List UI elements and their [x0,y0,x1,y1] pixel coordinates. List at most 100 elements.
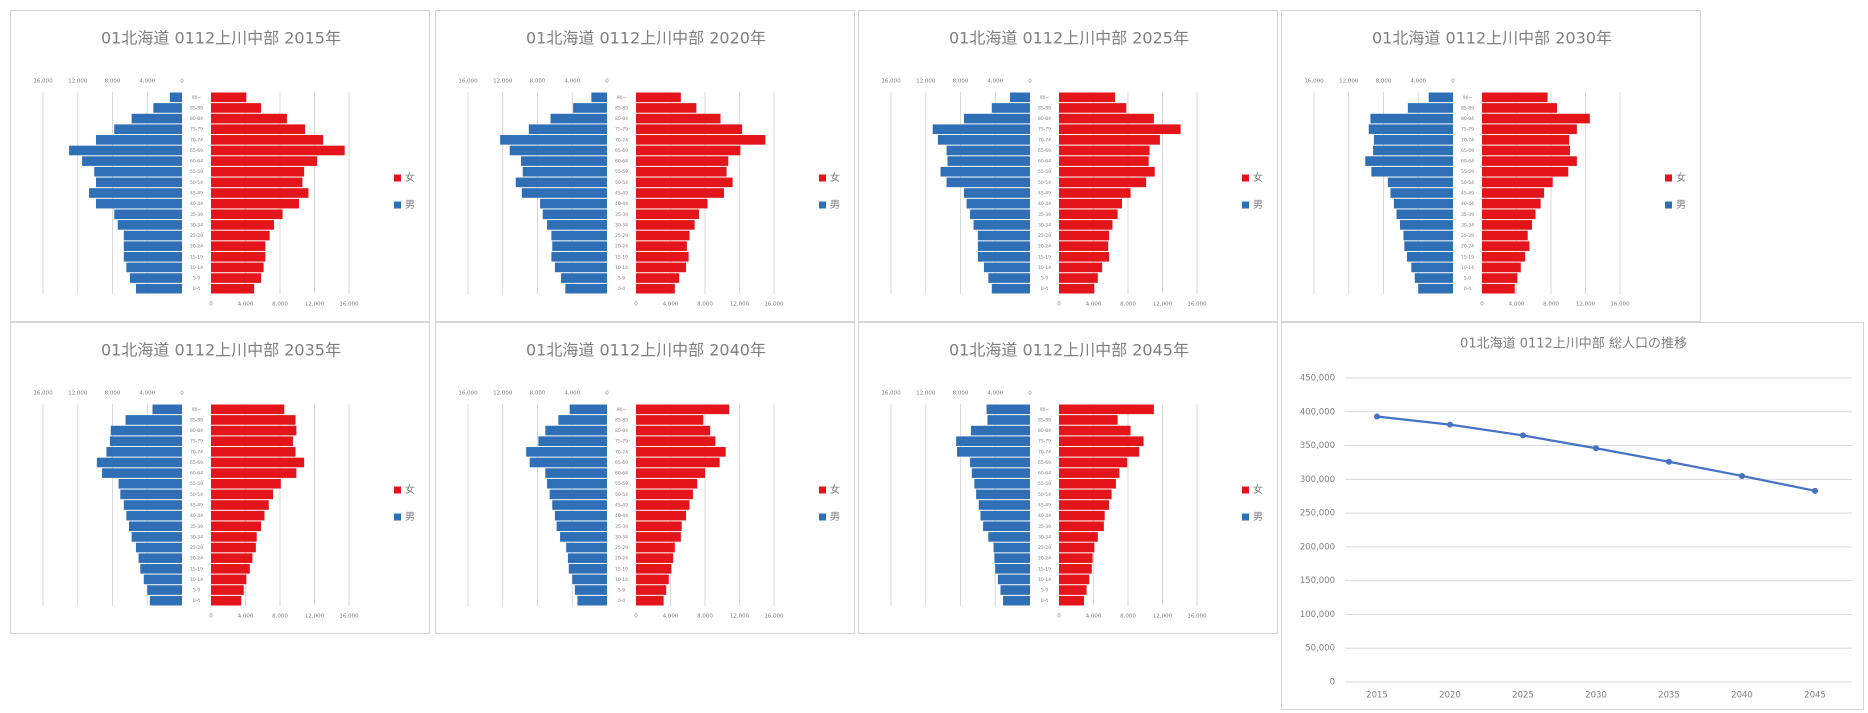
bar [211,124,306,135]
bar [636,510,687,521]
x-tick-label-top: 8,000 [530,79,546,85]
age-label: 70-74 [615,449,628,455]
bar [129,521,182,532]
age-label: 30-34 [1038,222,1051,228]
age-label: 45-49 [190,503,203,509]
bar [636,92,681,103]
age-label: 60-64 [615,159,628,165]
bar [1373,145,1453,156]
bar [991,283,1030,294]
legend-swatch [394,513,401,521]
bar [547,220,607,230]
bar [636,145,741,156]
age-label: 40-44 [615,513,628,519]
bar [140,563,182,574]
bar [1059,521,1104,532]
age-label: 50-54 [615,180,628,186]
x-tick-label-bottom: 16,000 [339,614,359,620]
bar [636,585,667,595]
bar [123,230,182,241]
x-tick-label-top: 0 [1028,79,1032,85]
bar [966,198,1030,209]
bar [1059,478,1116,489]
bar [1400,220,1453,230]
age-label: 40-44 [1038,513,1051,519]
bar [211,425,297,436]
legend-swatch [394,201,401,209]
bar [974,478,1030,489]
x-tick-label-bottom: 8,000 [272,614,288,620]
legend-label: 女 [405,171,415,184]
bar [956,436,1030,447]
age-label: 50-54 [190,492,203,498]
legend-label: 男 [1253,199,1263,211]
bar [636,251,689,262]
bar [169,92,182,103]
bar [636,468,705,478]
bar [636,532,681,542]
bar [528,124,607,135]
chart: 01北海道 0112上川中部 2015年 0 0 4,000 4,000 8,000 8,0… [33,29,415,308]
bar [1059,177,1147,188]
bar [554,510,607,521]
x-tick-label-bottom: 8,000 [1543,302,1559,308]
bar [980,510,1030,521]
bar [143,574,182,585]
bar [211,220,274,230]
legend-label: 女 [1253,171,1263,184]
x-tick-label-top: 16,000 [33,79,53,85]
age-label: 60-64 [190,159,203,165]
bar [636,209,699,220]
age-label: 75-79 [615,127,628,133]
bar [149,595,182,606]
bar [1059,135,1160,145]
bar [946,177,1030,188]
bar [550,113,607,124]
bar [988,532,1030,542]
bar [978,500,1030,510]
x-tick-label-top: 4,000 [987,391,1003,397]
bar [1390,188,1453,198]
x-tick-label-bottom: 8,000 [697,614,713,620]
bar [109,436,182,447]
x-tick-label-top: 12,000 [916,391,936,397]
bar [1482,198,1541,209]
bar [1059,404,1154,415]
x-tick-label-top: 4,000 [1410,79,1426,85]
age-label: 0-4 [1041,598,1048,604]
bar [211,273,262,283]
age-label: 40-44 [1461,201,1474,207]
bar [986,404,1030,415]
chart-panel: 01北海道 0112上川中部 2015年 0 0 4,000 4,000 8,000 8,0… [10,10,430,322]
legend-label: 女 [830,171,840,184]
legend-label: 女 [830,483,840,496]
bar [1482,145,1570,156]
bar [567,553,607,563]
bar [977,251,1030,262]
bar [551,251,607,262]
bar [566,542,607,553]
bar [963,113,1030,124]
x-tick-label-top: 16,000 [881,79,901,85]
age-label: 20-24 [615,556,628,562]
bar [1482,92,1548,103]
bar [211,113,287,124]
age-label: 45-49 [190,191,203,197]
bar [636,436,716,447]
x-tick-label-top: 4,000 [564,79,580,85]
age-label: 10-14 [190,265,203,271]
age-label: 85-89 [615,417,628,423]
line-point [1447,421,1453,428]
x-tick-label-bottom: 12,000 [730,302,750,308]
bar [636,188,724,198]
bar [1059,103,1127,113]
age-label: 20-24 [1038,556,1051,562]
bar [211,177,303,188]
bar [211,510,265,521]
legend-swatch [819,486,826,494]
bar [211,478,281,489]
bar [89,188,182,198]
bar [545,425,607,436]
x-tick-label-bottom: 16,000 [1610,302,1630,308]
bar [1482,156,1577,166]
